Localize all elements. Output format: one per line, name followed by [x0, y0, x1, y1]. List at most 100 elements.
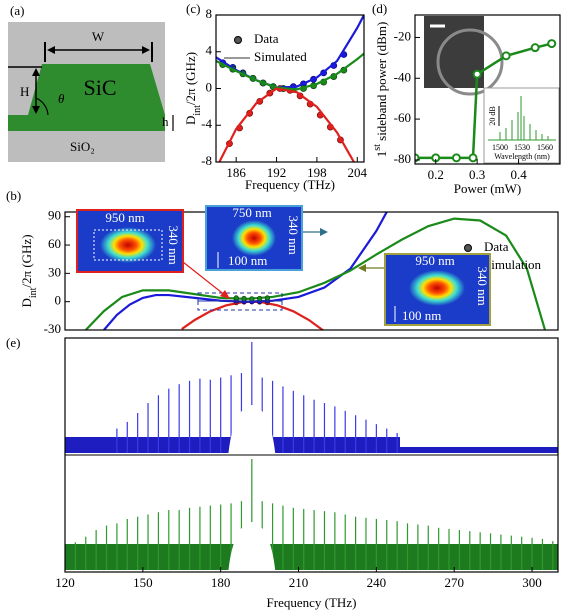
plot-frame — [215, 14, 365, 163]
plot-area — [65, 342, 558, 570]
y-tick-label: -60 — [394, 110, 411, 125]
substrate-label: SiO₂ — [70, 139, 95, 154]
y-axis-label: 1st sideband power (dBm) — [372, 22, 389, 158]
arrow-head — [142, 46, 150, 54]
inset-tick-label: 1560 — [537, 143, 553, 152]
panel-label: (e) — [6, 335, 20, 350]
data-point — [241, 295, 247, 302]
arrow-head — [358, 264, 366, 272]
legend-label: Simulation — [484, 257, 542, 272]
h-label: H — [20, 84, 29, 99]
panel-label: (a) — [10, 3, 24, 18]
x-axis-label: Power (mW) — [454, 181, 522, 196]
curve — [216, 52, 364, 91]
x-tick-label: 270 — [444, 575, 464, 590]
mode-profile — [232, 220, 276, 256]
data-point — [501, 51, 511, 61]
b-insets: 950 nm 340 nm 750 nm 340 nm 100 nm 950 n… — [76, 205, 491, 326]
width-label: 950 nm — [415, 253, 454, 268]
d-insets: 20 dB 1500 1530 1560 Wavelength (nm) — [424, 16, 560, 164]
panel-label: (b) — [6, 188, 21, 203]
legend-marker — [464, 244, 472, 252]
y-tick-label: 90 — [48, 208, 61, 223]
slab — [8, 115, 165, 131]
data-point — [547, 39, 557, 49]
y-tick-label: -40 — [394, 69, 411, 84]
x-tick-label: 300 — [522, 575, 542, 590]
x-axis-label: Frequency (THz) — [267, 595, 357, 610]
x-tick-label: 150 — [133, 575, 153, 590]
waveguide-outline — [93, 229, 163, 261]
legend-label: Simulated — [254, 49, 307, 64]
y-axis-label-part: st — [372, 144, 383, 151]
x-tick-label: 186 — [226, 165, 246, 180]
cross-section-diagram: (a) W H θ SiC h SiO₂ — [8, 3, 174, 162]
inset-tick-label: 1530 — [514, 143, 530, 152]
arrow-head — [47, 46, 55, 54]
y-axis-label-part: int — [192, 105, 203, 116]
y-tick-label: -20 — [394, 28, 411, 43]
arrow-head — [320, 228, 328, 236]
height-label: 340 nm — [286, 215, 301, 254]
w-label: W — [92, 29, 105, 44]
y-tick-label: 0 — [206, 79, 213, 94]
angle-arc — [35, 97, 49, 116]
plot-frame — [64, 211, 559, 331]
mode-profile — [100, 227, 156, 263]
inset-tick-label: 1500 — [492, 143, 508, 152]
x-tick-label: 210 — [289, 575, 309, 590]
inset-spectrum — [488, 96, 556, 141]
filter-gap — [228, 522, 276, 570]
height-label: 340 nm — [166, 225, 181, 264]
gap-label: 100 nm — [228, 253, 267, 268]
pointer — [182, 261, 227, 297]
plot-frame — [64, 337, 559, 573]
h-small-label: h — [162, 114, 169, 129]
x-tick-label: 0.2 — [428, 167, 444, 182]
zoom-box — [197, 300, 283, 311]
x-tick-label: 198 — [307, 165, 327, 180]
x-tick-label: 0.3 — [469, 167, 485, 182]
panel-label: (d) — [372, 1, 387, 16]
x-tick-label: 180 — [211, 575, 231, 590]
data-point — [264, 295, 270, 301]
noise-floor — [65, 544, 558, 570]
data-point — [249, 296, 255, 302]
data-point — [257, 295, 263, 302]
data-point — [233, 295, 239, 301]
plot-frame — [414, 14, 561, 165]
arrow-head — [220, 290, 230, 299]
data-point — [472, 69, 482, 79]
data-point — [468, 153, 478, 163]
plot-area — [216, 15, 364, 162]
arrow-head — [32, 106, 40, 114]
arrow-head — [32, 68, 40, 76]
height-label: 340 nm — [475, 266, 490, 305]
curve — [181, 300, 325, 330]
x-tick-label: 192 — [267, 165, 287, 180]
curve — [84, 217, 547, 330]
theta-label: θ — [58, 91, 65, 106]
y-tick-label: 4 — [206, 43, 213, 58]
y-tick-label: 30 — [48, 264, 61, 279]
y-tick-label: -30 — [44, 321, 61, 336]
x-tick-label: 120 — [55, 575, 75, 590]
y-axis-label-part: D — [19, 298, 34, 307]
width-label: 750 nm — [232, 205, 271, 220]
panel-label: (c) — [186, 1, 200, 16]
core-label: SiC — [83, 75, 116, 100]
y-tick-label: 60 — [48, 236, 61, 251]
x-tick-label: 0.4 — [510, 167, 527, 182]
y-axis-label-part: sideband power (dBm) — [374, 22, 389, 144]
gap-label: 100 nm — [402, 308, 441, 323]
x-tick-label: 240 — [367, 575, 387, 590]
filter-gap — [228, 405, 276, 453]
data-point — [451, 153, 461, 163]
core — [28, 64, 165, 115]
legend-label: Data — [254, 31, 279, 46]
inset-scale-label: 20 dB — [488, 106, 497, 125]
y-tick-label: 8 — [206, 6, 213, 21]
y-axis-label: Dint/2π (GHz) — [19, 234, 39, 307]
x-tick-label: 204 — [348, 165, 368, 180]
